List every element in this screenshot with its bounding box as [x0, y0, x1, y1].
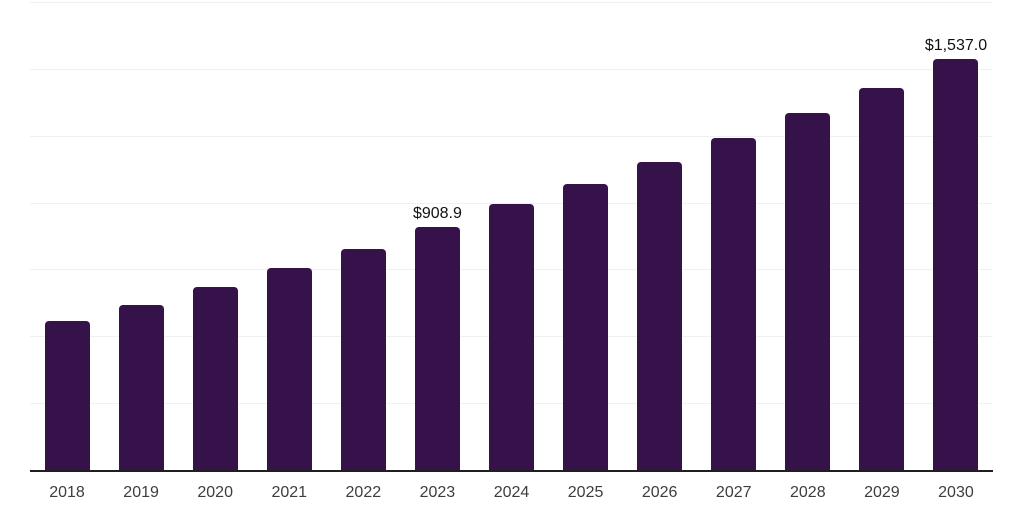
gridline-1250 [30, 135, 993, 137]
gridline-1000 [30, 202, 993, 204]
bar-2021 [266, 268, 312, 470]
gridline-1500 [30, 68, 993, 70]
bar-2022 [340, 248, 386, 470]
bar-2023 [414, 226, 460, 470]
x-tick-2018: 2018 [49, 484, 85, 501]
x-tick-2022: 2022 [345, 484, 382, 501]
bar-2026 [637, 161, 683, 470]
x-axis-ticks: 2018 2019 2020 2021 2022 2023 2024 2025 2026 2027… [30, 480, 993, 506]
x-tick-2028: 2028 [790, 484, 826, 501]
x-tick-2030: 2030 [938, 484, 974, 501]
bar-2028 [785, 112, 831, 470]
x-tick-2027: 2027 [715, 484, 752, 501]
bar-2020 [192, 287, 238, 470]
x-tick-2020: 2020 [197, 484, 233, 501]
bar-2019 [118, 305, 164, 470]
bar-value-label-2030: $1,537.0 [924, 36, 988, 54]
bar-2027 [711, 138, 757, 470]
bar-value-label-2023: $908.9 [412, 204, 462, 222]
x-tick-2025: 2025 [567, 484, 604, 501]
bar-2030 [933, 58, 979, 470]
plot-area: $908.9 $1,537.0 [30, 2, 993, 472]
bar-2025 [563, 184, 609, 470]
bar-2018 [44, 321, 90, 470]
bar-2024 [489, 204, 534, 470]
x-tick-2026: 2026 [641, 484, 678, 501]
x-tick-2019: 2019 [123, 484, 159, 501]
bar-2029 [859, 88, 905, 470]
x-tick-2024: 2024 [493, 484, 530, 501]
x-tick-2023: 2023 [419, 484, 456, 501]
x-tick-2021: 2021 [271, 484, 308, 501]
gridline-1750 [30, 2, 993, 3]
x-tick-2029: 2029 [864, 484, 900, 501]
